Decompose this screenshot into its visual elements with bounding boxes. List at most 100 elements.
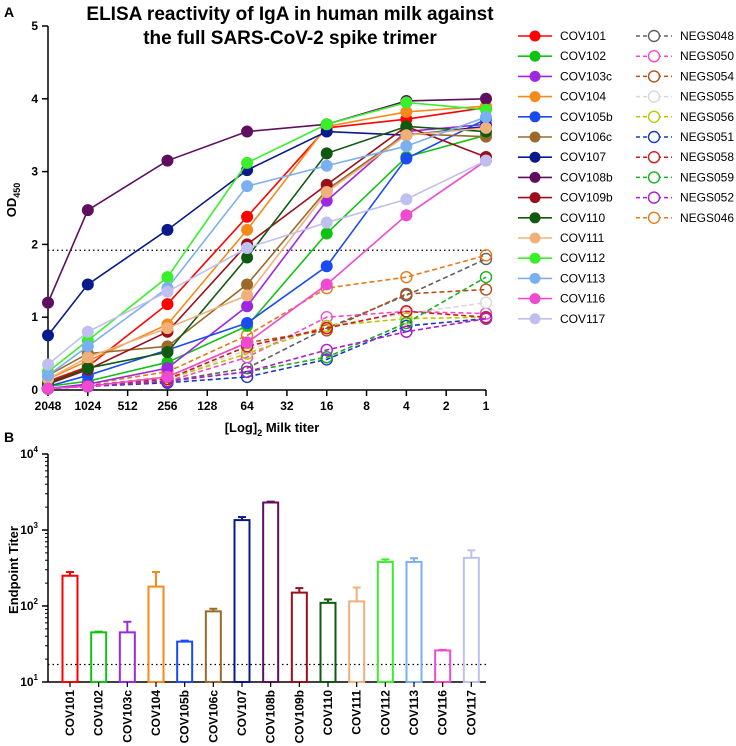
series-line [47,288,487,390]
x-tick-label: 4 [403,399,410,413]
data-point [241,223,254,236]
y-tick-label: 3 [31,165,38,179]
legend-marker [647,211,661,225]
tick-exponent: 1 [34,673,39,682]
legend-label: COV109b [560,191,613,205]
y-tick-label: 103 [20,521,38,537]
legend-item-NEGS051: NEGS051 [636,130,734,144]
x-tick-label: COV111 [350,690,364,735]
x-tick-label: 256 [157,399,177,413]
data-point [320,185,333,198]
data-point [400,209,413,222]
series-line [47,317,487,390]
bar-COV103c: COV103c [118,620,136,743]
bar-COV102: COV102 [90,630,108,736]
data-point [241,289,254,302]
x-tick-label: 1 [483,399,490,413]
legend-label: COV106c [560,130,612,144]
legend-marker [529,232,541,244]
x-tick-label: 64 [240,399,254,413]
legend-marker [647,130,661,144]
line-chart-legend: COV101 COV102 COV103c COV104 COV105b COV106c C… [518,29,734,326]
legend-item-NEGS046: NEGS046 [636,211,734,225]
legend-marker [529,30,541,42]
legend-marker [647,191,661,204]
data-point [400,129,413,142]
legend-marker [647,90,661,103]
series-line [47,258,487,390]
bar-rect [290,591,308,683]
tick-exponent: 2 [34,597,39,606]
legend-marker [529,252,541,264]
data-point [241,210,254,223]
y-tick-label: 0 [31,383,38,397]
legend-label: COV112 [560,251,605,265]
data-point [161,154,174,167]
bar-rect [176,640,194,684]
data-point [240,365,254,378]
data-point [42,358,54,371]
legend-item-COV106c: COV106c [518,130,612,144]
tick-exponent: 4 [34,445,39,454]
series-line [47,116,487,377]
data-point [161,271,174,284]
tick-base: 10 [20,447,34,461]
y-tick-label: 5 [31,19,38,33]
y-tick-label: 101 [20,673,38,689]
y-tick-label: 2 [31,237,38,251]
bar-COV104: COV104 [147,571,165,736]
legend-label: NEGS050 [680,49,734,63]
legend-item-COV111: COV111 [518,231,605,245]
data-point [400,316,413,330]
legend-label: COV107 [560,150,606,164]
data-point [161,346,174,359]
data-point [81,204,94,217]
series-line [47,316,487,390]
legend-item-COV105b: COV105b [518,110,613,124]
legend-marker [529,272,541,284]
legend-label: COV113 [560,271,605,285]
x-tick-label: COV103c [120,690,134,743]
legend-marker [647,171,661,184]
legend-item-COV101: COV101 [518,29,606,43]
ylabel-main: OD [4,198,19,218]
data-point [320,118,333,131]
legend-label: NEGS055 [680,90,734,104]
bar-COV107: COV107 [233,516,251,736]
legend-item-NEGS052: NEGS052 [636,191,734,205]
data-point [241,242,254,255]
data-point [400,312,413,325]
legend-marker [529,70,541,82]
data-point [241,317,254,330]
legend-marker [529,293,541,305]
legend-label: NEGS046 [680,211,734,225]
legend-marker [529,313,541,325]
legend-label: COV104 [560,90,606,104]
line-chart-ylabel: OD450 [4,183,22,218]
legend-marker [529,212,541,224]
line-chart-xlabel: [Log]2 Milk titer [225,420,320,438]
data-point [81,362,94,375]
data-point [241,278,254,291]
bar-COV101: COV101 [61,571,79,736]
legend-label: NEGS056 [680,110,734,124]
data-point [320,351,333,364]
legend-item-COV102: COV102 [518,49,606,63]
x-tick-label: 2 [443,399,450,413]
tick-base: 10 [20,599,34,613]
series-NEGS051 [41,312,493,395]
bar-COV110: COV110 [319,598,337,735]
bar-COV117: COV117 [462,549,480,735]
legend-label: NEGS051 [680,130,734,144]
x-tick-label: COV113 [407,690,421,736]
series-line [47,101,487,373]
legend-label: COV110 [560,211,605,225]
ylabel-sub: 450 [12,183,22,198]
data-point [81,380,94,393]
data-point [81,351,94,364]
series-line [47,98,487,303]
bar-chart-bars: COV101 COV102 COV103c COV104 COV105b COV106c C… [61,500,480,743]
bar-rect [462,556,480,683]
series-line [47,310,487,390]
